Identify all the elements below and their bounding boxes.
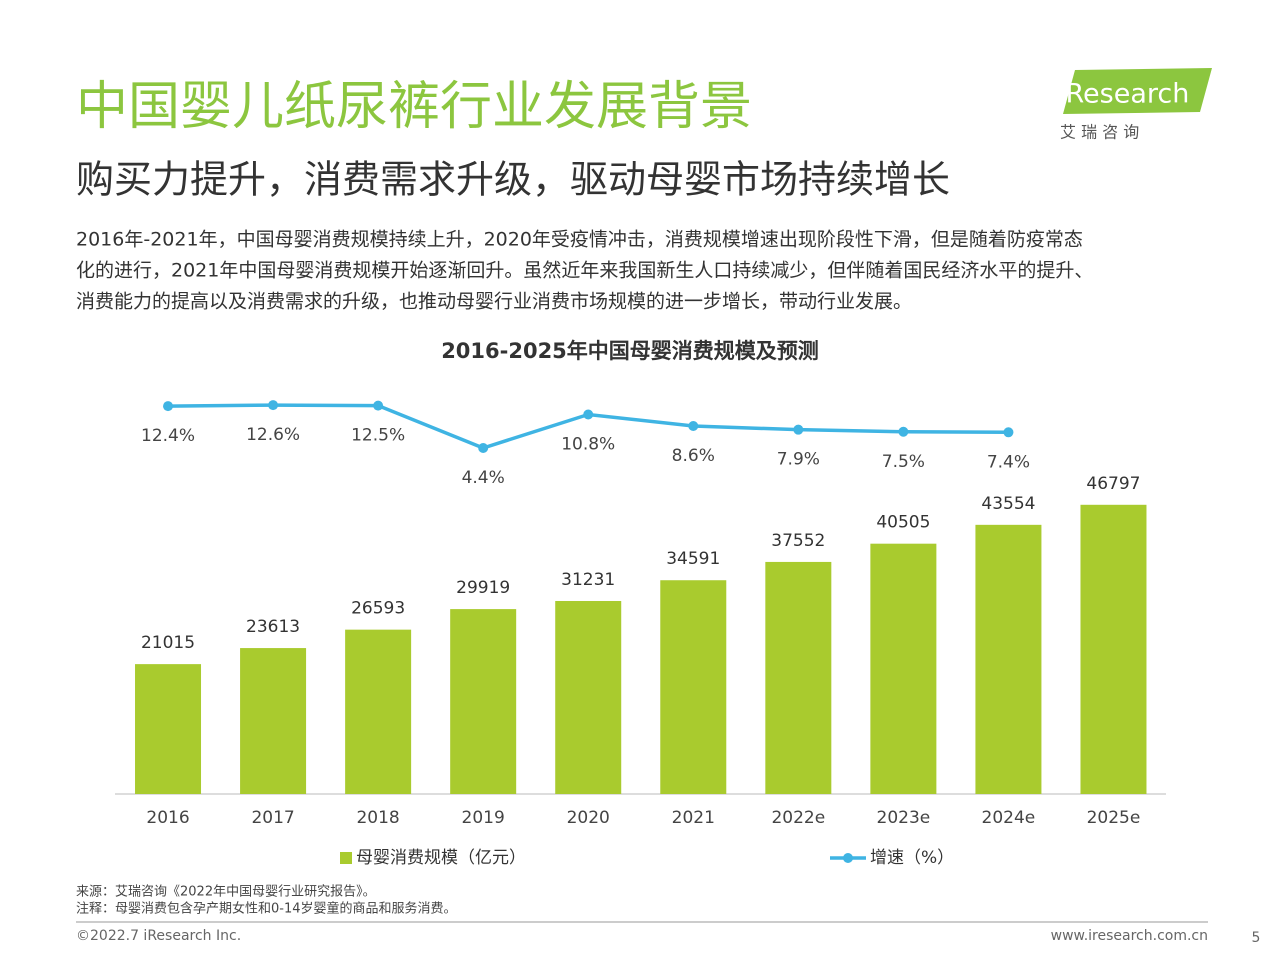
data-label: 8.6%	[672, 446, 715, 466]
x-tick-label: 2016	[146, 808, 189, 828]
data-label: 12.5%	[351, 426, 405, 446]
data-label: 21015	[141, 633, 195, 653]
data-label: 7.4%	[987, 452, 1030, 472]
body-text: 2016年-2021年，中国母婴消费规模持续上升，2020年受疫情冲击，消费规模…	[76, 229, 1083, 251]
bar	[765, 561, 832, 794]
line-marker	[898, 426, 909, 437]
legend-swatch	[843, 853, 853, 863]
data-label: 40505	[876, 513, 930, 533]
bar	[345, 629, 412, 794]
line-marker	[793, 424, 804, 435]
slide-subtitle: 购买力提升，消费需求升级，驱动母婴市场持续增长	[76, 158, 950, 202]
data-label: 4.4%	[462, 468, 505, 488]
data-label: 7.9%	[777, 450, 820, 470]
page-number: 5	[1252, 930, 1261, 946]
body-text: 消费能力的提高以及消费需求的升级，也推动母婴行业消费市场规模的进一步增长，带动行…	[76, 291, 912, 313]
line-marker	[688, 421, 699, 432]
bar	[870, 543, 937, 794]
data-label: 43554	[981, 494, 1035, 514]
logo-cn: 艾 瑞 咨 询	[1060, 123, 1139, 142]
bar	[660, 580, 727, 794]
legend-swatch	[340, 852, 352, 864]
data-label: 37552	[771, 531, 825, 551]
x-tick-label: 2019	[462, 808, 505, 828]
line-marker	[373, 400, 384, 411]
line-marker	[478, 442, 489, 453]
line-marker	[163, 401, 174, 412]
x-tick-label: 2023e	[877, 808, 931, 828]
copyright: ©2022.7 iResearch Inc.	[76, 928, 241, 944]
source: 来源：艾瑞咨询《2022年中国母婴行业研究报告》。	[76, 885, 376, 900]
x-tick-label: 2020	[567, 808, 610, 828]
bar	[555, 600, 622, 794]
data-label: 23613	[246, 617, 300, 637]
line-marker	[1003, 427, 1014, 438]
data-label: 26593	[351, 599, 405, 619]
legend-label: 增速（%）	[870, 848, 954, 868]
data-label: 10.8%	[561, 435, 615, 455]
bar	[975, 524, 1042, 794]
bar	[240, 648, 307, 794]
x-tick-label: 2017	[251, 808, 294, 828]
bar	[450, 609, 517, 794]
bar	[135, 664, 202, 794]
data-label: 46797	[1086, 474, 1140, 494]
data-label: 12.6%	[246, 425, 300, 445]
x-tick-label: 2025e	[1087, 808, 1141, 828]
x-tick-label: 2018	[356, 808, 399, 828]
logo-shape	[1063, 68, 1212, 114]
url: www.iresearch.com.cn	[1051, 928, 1208, 944]
legend-label: 母婴消费规模（亿元）	[356, 848, 526, 868]
data-label: 31231	[561, 570, 615, 590]
data-label: 29919	[456, 578, 510, 598]
slide-title: 中国婴儿纸尿裤行业发展背景	[76, 77, 752, 137]
data-label: 12.4%	[141, 426, 195, 446]
note: 注释：母婴消费包含孕产期女性和0-14岁婴童的商品和服务消费。	[76, 901, 457, 917]
x-tick-label: 2024e	[982, 808, 1036, 828]
chart-title: 2016-2025年中国母婴消费规模及预测	[441, 339, 819, 363]
bar	[1080, 504, 1147, 794]
body-text: 化的进行，2021年中国母婴消费规模开始逐渐回升。虽然近年来我国新生人口持续减少…	[76, 260, 1093, 282]
line-marker	[583, 409, 594, 420]
x-tick-label: 2021	[672, 808, 715, 828]
data-label: 34591	[666, 549, 720, 569]
logo: iResearch	[1058, 79, 1189, 110]
data-label: 7.5%	[882, 452, 925, 472]
x-tick-label: 2022e	[771, 808, 825, 828]
line-marker	[268, 400, 279, 411]
